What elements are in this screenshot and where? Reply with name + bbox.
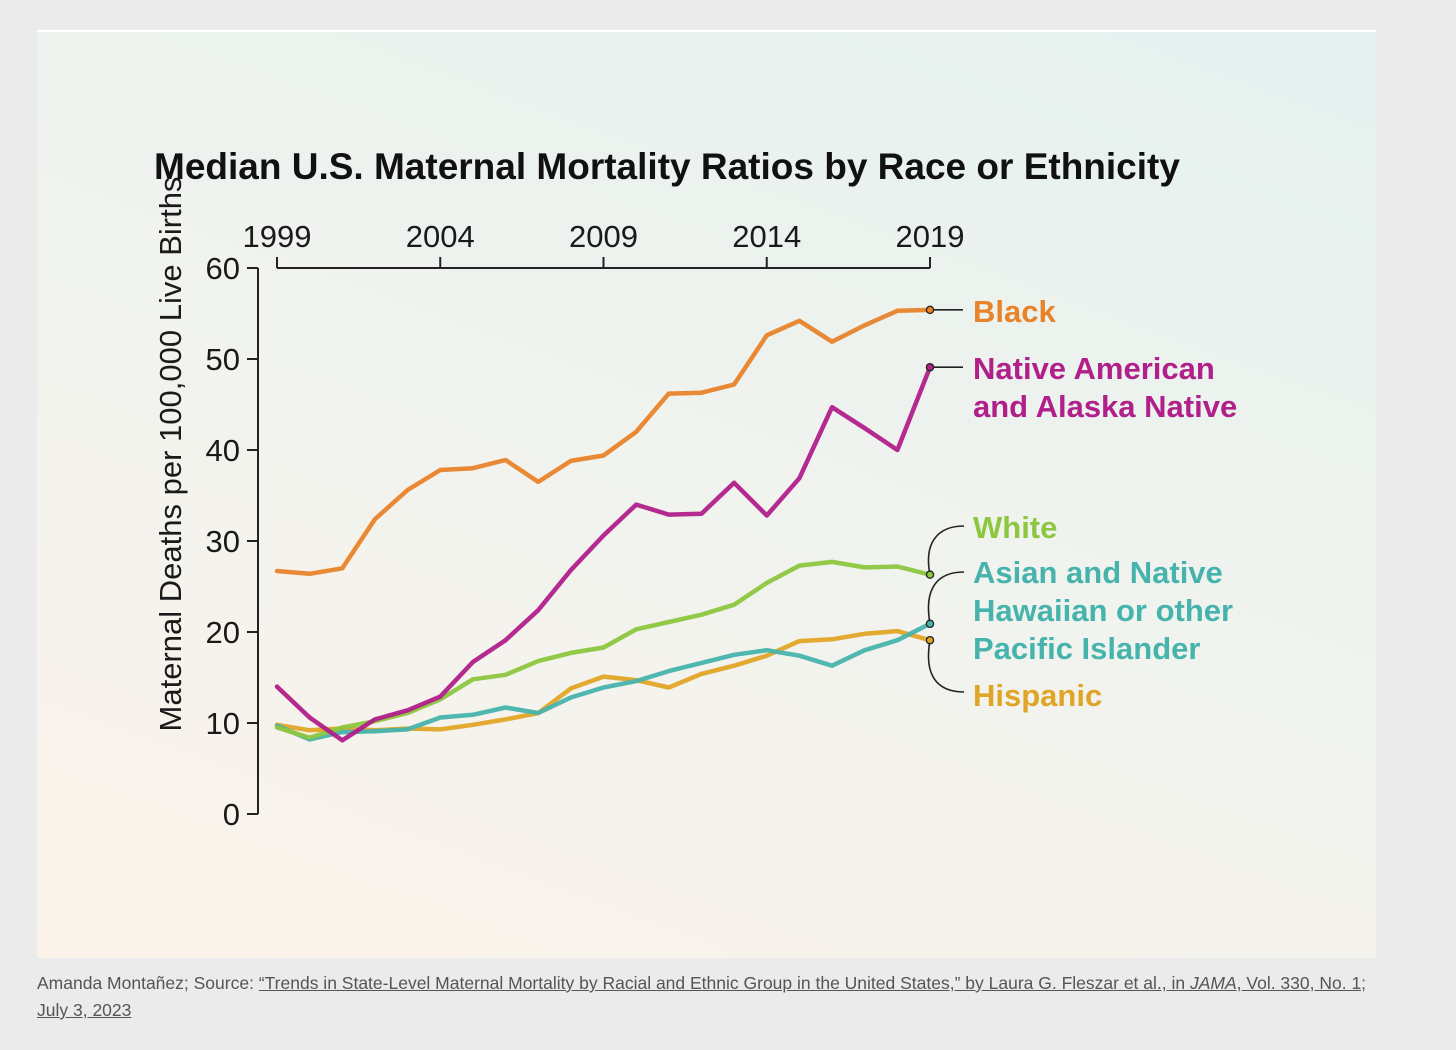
series-lines xyxy=(274,307,933,743)
series-labels: Black Native American and Alaska Native … xyxy=(973,294,1237,713)
chart-title: Median U.S. Maternal Mortality Ratios by… xyxy=(154,146,1180,187)
y-axis-label: Maternal Deaths per 100,000 Live Births xyxy=(153,177,188,732)
source-journal: JAMA xyxy=(1189,973,1237,993)
label-asian-line2: Hawaiian or other xyxy=(973,593,1233,628)
x-axis-top: 1999 2004 2009 2014 2019 xyxy=(243,219,965,269)
leader-hispanic xyxy=(927,640,965,693)
label-black: Black xyxy=(973,294,1056,329)
end-point-native xyxy=(925,362,935,372)
label-asian-line3: Pacific Islander xyxy=(973,631,1200,666)
y-tick-label: 60 xyxy=(206,251,240,286)
end-point-white xyxy=(925,570,935,579)
source-link-part2: , Vol. 330, No. 1; July 3, 2023 xyxy=(37,973,1367,1020)
y-tick-label: 0 xyxy=(223,797,240,832)
line-chart: Median U.S. Maternal Mortality Ratios by… xyxy=(153,146,1237,832)
leader-white xyxy=(927,525,965,575)
label-white: White xyxy=(973,510,1057,545)
leader-asian xyxy=(927,571,965,624)
y-tick-label: 50 xyxy=(206,342,240,377)
source-link-part1: “Trends in State-Level Maternal Mortalit… xyxy=(258,973,1190,993)
x-tick-label: 2009 xyxy=(569,219,638,254)
x-tick-label: 2014 xyxy=(732,219,801,254)
label-leaders xyxy=(925,305,965,693)
x-tick-label: 1999 xyxy=(243,219,312,254)
end-point-black xyxy=(925,305,935,315)
y-tick-label: 10 xyxy=(206,706,240,741)
y-tick-label: 30 xyxy=(206,524,240,559)
series-line-white xyxy=(274,559,933,740)
caption-prefix: Amanda Montañez; Source: xyxy=(37,973,259,993)
y-axis: 0 10 20 30 40 50 60 xyxy=(206,251,259,832)
source-caption: Amanda Montañez; Source: “Trends in Stat… xyxy=(37,970,1367,1024)
label-asian-line1: Asian and Native xyxy=(973,555,1223,590)
series-line-black xyxy=(274,307,933,577)
label-hispanic: Hispanic xyxy=(973,678,1102,713)
series-line-native-american-and-alaska-native xyxy=(274,364,933,743)
y-tick-label: 40 xyxy=(206,433,240,468)
series-line-asian-and-native-hawaiian-or-other-pacific-islander xyxy=(274,621,933,742)
chart-panel: Median U.S. Maternal Mortality Ratios by… xyxy=(37,30,1376,958)
label-native-line1: Native American xyxy=(973,351,1215,386)
x-tick-label: 2004 xyxy=(406,219,475,254)
x-tick-label: 2019 xyxy=(896,219,965,254)
source-link[interactable]: “Trends in State-Level Maternal Mortalit… xyxy=(37,973,1366,1020)
end-point-hispanic xyxy=(925,635,935,645)
y-tick-label: 20 xyxy=(206,615,240,650)
end-point-asian xyxy=(925,619,935,629)
label-native-line2: and Alaska Native xyxy=(973,389,1237,424)
